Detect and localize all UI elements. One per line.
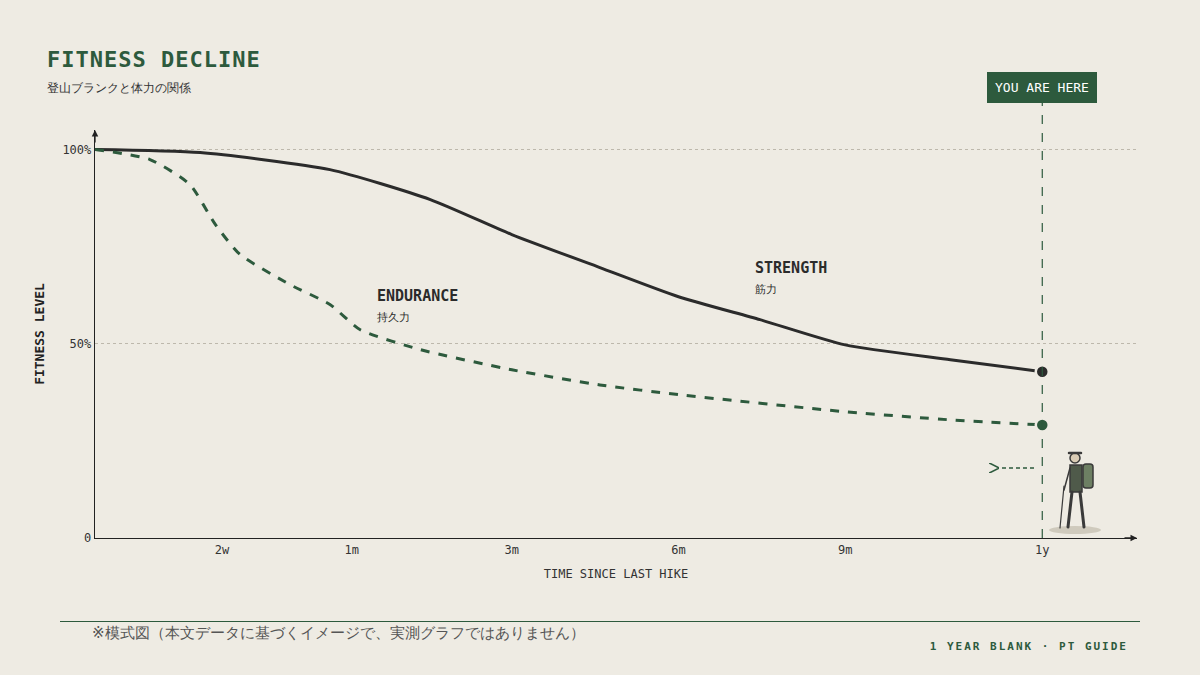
svg-text:YOU ARE HERE: YOU ARE HERE (995, 80, 1089, 95)
svg-text:100%: 100% (62, 143, 92, 157)
svg-text:0: 0 (84, 531, 91, 545)
svg-text:6m: 6m (671, 543, 685, 557)
svg-text:STRENGTH筋力: STRENGTH筋力 (755, 259, 827, 296)
svg-text:1y: 1y (1035, 543, 1049, 557)
svg-text:2w: 2w (215, 543, 230, 557)
svg-text:50%: 50% (70, 337, 92, 351)
svg-text:ENDURANCE持久力: ENDURANCE持久力 (377, 287, 458, 324)
svg-text:3m: 3m (505, 543, 519, 557)
svg-text:FITNESS LEVEL: FITNESS LEVEL (32, 283, 47, 385)
html-text:1 YEAR BLANK · PT GUIDE: 1 YEAR BLANK · PT GUIDE (929, 640, 1128, 653)
html-text:※模式図（本文データに基づくイメージで、実測グラフではありま: ※模式図（本文データに基づくイメージで、実測グラフではありません） (92, 624, 585, 642)
svg-text:1m: 1m (344, 543, 358, 557)
html-text:登山ブランクと体力の関係: 登山ブランクと体力の関係 (47, 81, 191, 95)
svg-text:TIME SINCE LAST HIKE: TIME SINCE LAST HIKE (544, 567, 689, 581)
html-text:FITNESS DECLINE: FITNESS DECLINE (47, 47, 261, 72)
svg-text:9m: 9m (838, 543, 852, 557)
